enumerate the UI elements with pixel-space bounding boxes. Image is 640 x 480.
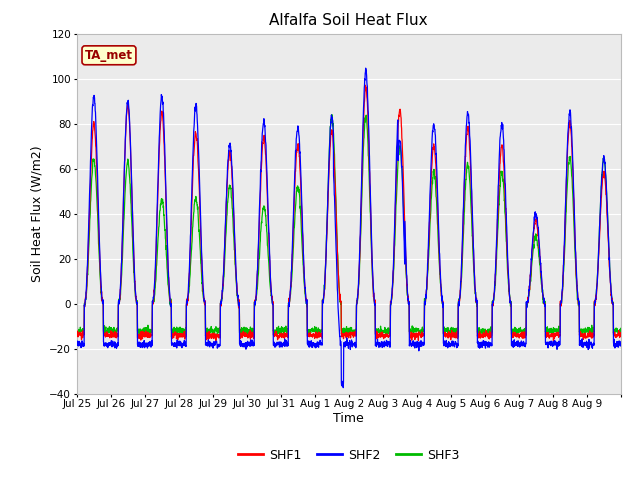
SHF2 — [339, 385, 347, 391]
SHF2 — [244, 341, 252, 347]
SHF1 — [362, 83, 369, 88]
SHF3 — [474, 333, 482, 339]
SHF2 — [362, 65, 369, 71]
SHF1 — [73, 329, 81, 335]
SHF3 — [328, 112, 336, 118]
SHF1 — [543, 330, 551, 336]
SHF1 — [127, 168, 135, 174]
SHF3 — [544, 327, 552, 333]
SHF1 — [610, 332, 618, 337]
SHF3 — [73, 325, 81, 331]
Y-axis label: Soil Heat Flux (W/m2): Soil Heat Flux (W/m2) — [31, 145, 44, 282]
SHF1 — [244, 330, 252, 336]
Line: SHF1: SHF1 — [77, 85, 621, 341]
SHF1 — [550, 338, 557, 344]
SHF3 — [513, 328, 521, 334]
SHF3 — [610, 330, 618, 336]
SHF2 — [617, 339, 625, 345]
Text: TA_met: TA_met — [85, 49, 133, 62]
SHF1 — [513, 334, 520, 339]
SHF3 — [381, 327, 389, 333]
SHF3 — [617, 326, 625, 332]
SHF1 — [617, 333, 625, 338]
SHF2 — [382, 339, 390, 345]
SHF2 — [513, 338, 521, 344]
Line: SHF2: SHF2 — [77, 68, 621, 388]
SHF1 — [381, 333, 389, 339]
SHF2 — [610, 339, 618, 345]
Line: SHF3: SHF3 — [77, 115, 621, 336]
SHF3 — [244, 328, 252, 334]
Title: Alfalfa Soil Heat Flux: Alfalfa Soil Heat Flux — [269, 13, 428, 28]
SHF3 — [127, 202, 135, 207]
Legend: SHF1, SHF2, SHF3: SHF1, SHF2, SHF3 — [234, 444, 464, 467]
X-axis label: Time: Time — [333, 412, 364, 425]
SHF2 — [544, 342, 552, 348]
SHF2 — [127, 164, 135, 170]
SHF2 — [73, 340, 81, 346]
